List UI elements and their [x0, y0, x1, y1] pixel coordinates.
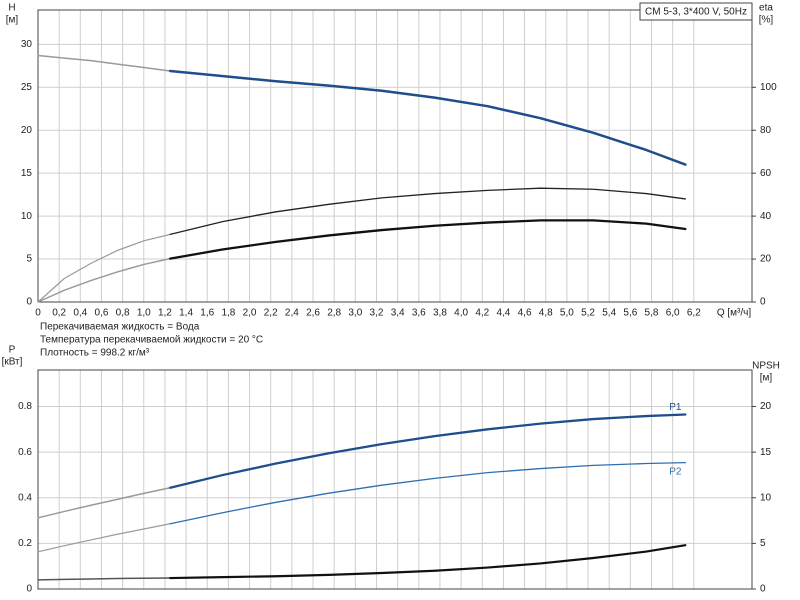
- curve: [37, 233, 171, 303]
- series-label: P2: [669, 466, 682, 477]
- x-tick-label: 5,8: [645, 308, 659, 319]
- x-tick-label: 2,4: [285, 308, 299, 319]
- plot-border: [37, 369, 753, 590]
- x-tick-label: 1,4: [179, 308, 193, 319]
- y-axis-label: P: [9, 345, 16, 356]
- x-tick-label: 2,8: [327, 308, 341, 319]
- x-tick-label: 2,6: [306, 308, 320, 319]
- y2-tick-label: 0: [760, 297, 766, 308]
- x-tick-label: 4,4: [496, 308, 510, 319]
- y-tick-label: 0.4: [18, 492, 32, 503]
- x-tick-label: 2,2: [264, 308, 278, 319]
- y-tick-label: 0.2: [18, 538, 32, 549]
- note: Температура перекачиваемой жидкости = 20…: [40, 335, 263, 346]
- y-tick-label: 10: [21, 211, 33, 222]
- x-tick-label: 6,2: [687, 308, 701, 319]
- y2-tick-label: 10: [760, 492, 772, 503]
- x-tick-label: 1,6: [200, 308, 214, 319]
- y-tick-label: 0.6: [18, 447, 32, 458]
- curve: [37, 523, 171, 553]
- y2-tick-label: 100: [760, 82, 777, 93]
- x-tick-label: 0,6: [95, 308, 109, 319]
- y-tick-label: 30: [21, 39, 33, 50]
- y-tick-label: 0: [26, 297, 32, 308]
- note: Перекачиваемая жидкость = Вода: [40, 322, 200, 333]
- x-tick-label: 1,8: [221, 308, 235, 319]
- x-axis-label: Q [м³/ч]: [717, 308, 752, 319]
- y-axis-label: H: [8, 3, 15, 14]
- x-tick-label: 0,8: [116, 308, 130, 319]
- x-tick-label: 4,0: [454, 308, 468, 319]
- x-tick-label: 1,2: [158, 308, 172, 319]
- x-tick-label: 5,4: [602, 308, 616, 319]
- x-tick-label: 6,0: [666, 308, 680, 319]
- x-tick-label: 0: [35, 308, 41, 319]
- curve: [168, 69, 687, 166]
- y-axis-label: [кВт]: [2, 357, 23, 368]
- x-tick-label: 5,0: [560, 308, 574, 319]
- curve: [169, 187, 687, 236]
- y-tick-label: 25: [21, 82, 33, 93]
- y2-tick-label: 60: [760, 168, 772, 179]
- x-tick-label: 4,2: [475, 308, 489, 319]
- y2-axis-label: NPSH: [752, 361, 780, 372]
- chart-title: CM 5-3, 3*400 V, 50Hz: [645, 7, 747, 18]
- plot-border: [37, 9, 753, 303]
- title-box: [639, 2, 753, 21]
- x-tick-label: 0,4: [73, 308, 87, 319]
- curve: [169, 413, 687, 489]
- y2-tick-label: 20: [760, 254, 772, 265]
- series-label: P1: [669, 402, 682, 413]
- y2-tick-label: 0: [760, 584, 766, 595]
- y-tick-label: 15: [21, 168, 33, 179]
- curve: [37, 486, 171, 519]
- x-tick-label: 3,2: [370, 308, 384, 319]
- y2-tick-label: 15: [760, 447, 772, 458]
- note: Плотность = 998.2 кг/м³: [40, 348, 150, 359]
- x-tick-label: 3,0: [348, 308, 362, 319]
- x-tick-label: 5,6: [623, 308, 637, 319]
- curve: [169, 219, 687, 260]
- y2-axis-label: eta: [759, 3, 773, 14]
- curve: [37, 257, 171, 303]
- x-tick-label: 3,4: [391, 308, 405, 319]
- x-tick-label: 5,2: [581, 308, 595, 319]
- x-tick-label: 4,6: [518, 308, 532, 319]
- x-tick-label: 3,8: [433, 308, 447, 319]
- y-tick-label: 20: [21, 125, 33, 136]
- y2-tick-label: 20: [760, 401, 772, 412]
- curve: [37, 54, 171, 72]
- y2-axis-label: [%]: [759, 15, 774, 26]
- y-tick-label: 0: [26, 584, 32, 595]
- curve: [169, 544, 687, 580]
- x-tick-label: 3,6: [412, 308, 426, 319]
- x-tick-label: 0,2: [52, 308, 66, 319]
- y-tick-label: 0.8: [18, 401, 32, 412]
- y2-tick-label: 80: [760, 125, 772, 136]
- x-tick-label: 1,0: [137, 308, 151, 319]
- curve: [37, 577, 171, 581]
- y-axis-label: [м]: [6, 15, 19, 26]
- y2-tick-label: 5: [760, 538, 766, 549]
- x-tick-label: 4,8: [539, 308, 553, 319]
- y2-axis-label: [м]: [760, 373, 773, 384]
- y-tick-label: 5: [26, 254, 32, 265]
- y2-tick-label: 40: [760, 211, 772, 222]
- x-tick-label: 2,0: [243, 308, 257, 319]
- curve: [169, 461, 687, 525]
